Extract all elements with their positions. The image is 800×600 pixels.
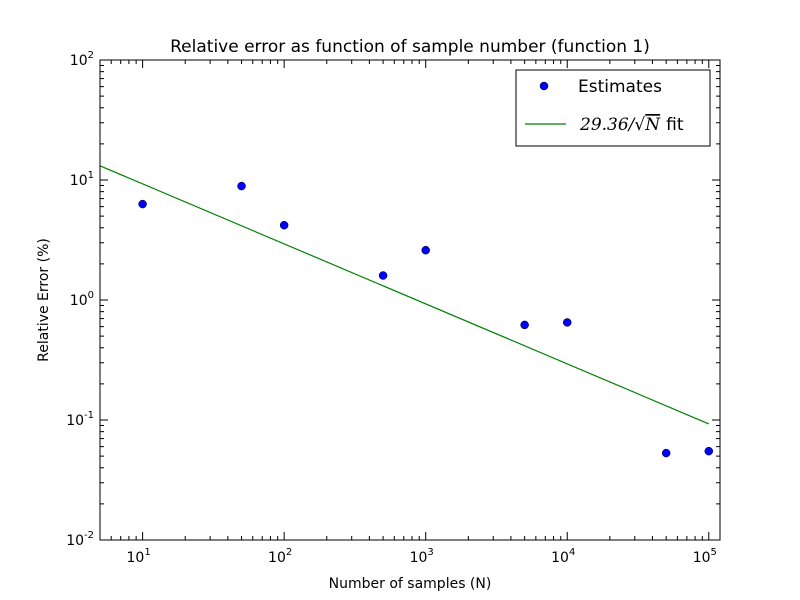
data-point <box>279 220 289 230</box>
x-tick-label: 104 <box>551 547 575 566</box>
fit-layer <box>99 165 710 425</box>
data-point <box>378 271 388 280</box>
plot-frame <box>99 59 721 541</box>
points-layer <box>138 181 714 458</box>
legend-fit-suffix: fit <box>666 115 684 135</box>
legend-fit-sqrt: √ <box>634 115 645 135</box>
x-tick-label: 101 <box>127 547 151 566</box>
legend-estimates-label: Estimates <box>578 77 662 97</box>
data-point <box>138 199 147 209</box>
y-tick-label: 102 <box>70 50 94 69</box>
data-point <box>237 181 246 191</box>
y-axis-label: Relative Error (%) <box>36 238 52 362</box>
x-axis-label: Number of samples (N) <box>329 576 492 592</box>
legend: Estimates 29.36/√N fit <box>515 69 711 147</box>
fit-line <box>99 165 710 425</box>
data-point <box>661 448 671 458</box>
y-tick-label: 100 <box>70 290 94 309</box>
y-tick-label: 10-1 <box>66 410 94 429</box>
y-tick-label: 101 <box>70 170 94 189</box>
data-point <box>421 245 430 255</box>
data-point <box>704 446 714 456</box>
legend-box <box>515 69 711 147</box>
legend-fit-label: 29.36/√N fit <box>579 115 684 135</box>
x-tick-label: 102 <box>268 547 292 566</box>
x-tick-label: 105 <box>693 547 717 566</box>
chart-title: Relative error as function of sample num… <box>170 37 650 57</box>
legend-fit-var: N <box>644 115 661 135</box>
data-point <box>520 320 529 330</box>
data-point <box>562 318 572 327</box>
y-tick-label: 10-2 <box>66 530 94 549</box>
legend-estimates-marker <box>539 81 549 91</box>
x-tick-label: 103 <box>410 547 434 566</box>
legend-fit-math: 29.36/ <box>579 115 637 135</box>
